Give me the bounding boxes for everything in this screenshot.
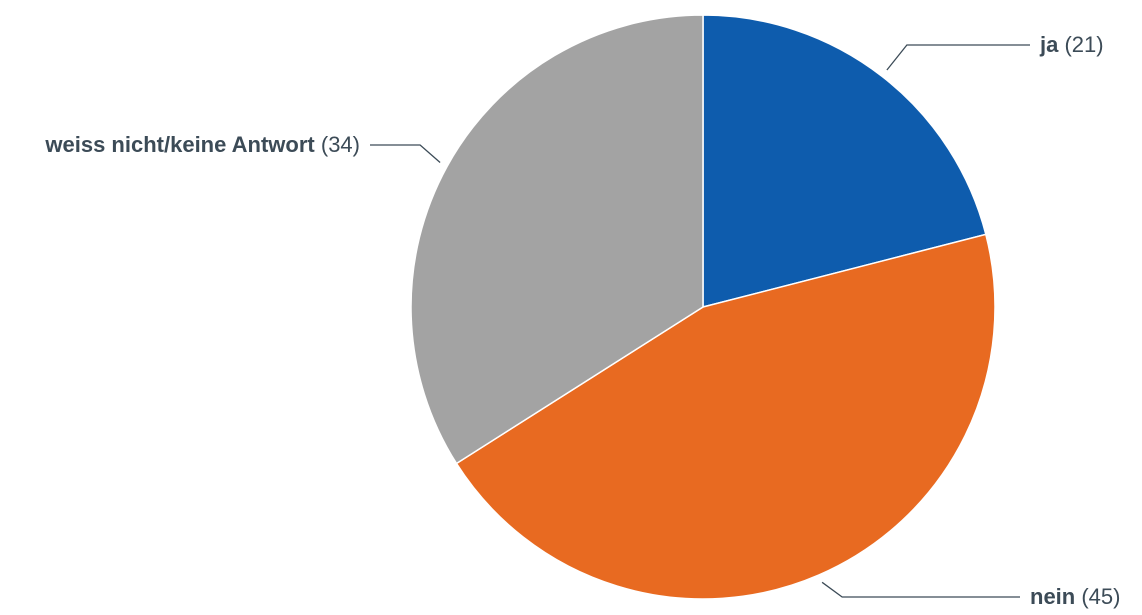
slices-layer — [410, 14, 996, 600]
data-label-name: ja — [1039, 32, 1059, 57]
data-label-name: weiss nicht/keine Antwort — [44, 132, 315, 157]
data-label-nein: nein (45) — [1030, 584, 1120, 609]
leader-line-ja — [886, 44, 1030, 71]
data-label-value: (21) — [1058, 32, 1103, 57]
data-label-weiss-nicht-keine-antwort: weiss nicht/keine Antwort (34) — [44, 132, 360, 157]
pie-slice-ja — [702, 14, 987, 308]
leader-lines-layer — [370, 44, 1030, 598]
leader-line-nein — [821, 581, 1020, 598]
data-labels-layer: ja (21) nein (45) weiss nicht/keine Antwor… — [44, 32, 1120, 609]
pie-slice-weiss-nicht-keine-antwort — [410, 14, 704, 465]
data-label-name: nein — [1030, 584, 1075, 609]
data-label-value: (34) — [315, 132, 360, 157]
data-label-value: (45) — [1075, 584, 1120, 609]
pie-slice-nein — [455, 233, 996, 600]
leader-line-weiss-nicht-keine-antwort — [370, 144, 441, 163]
data-label-ja: ja (21) — [1039, 32, 1104, 57]
